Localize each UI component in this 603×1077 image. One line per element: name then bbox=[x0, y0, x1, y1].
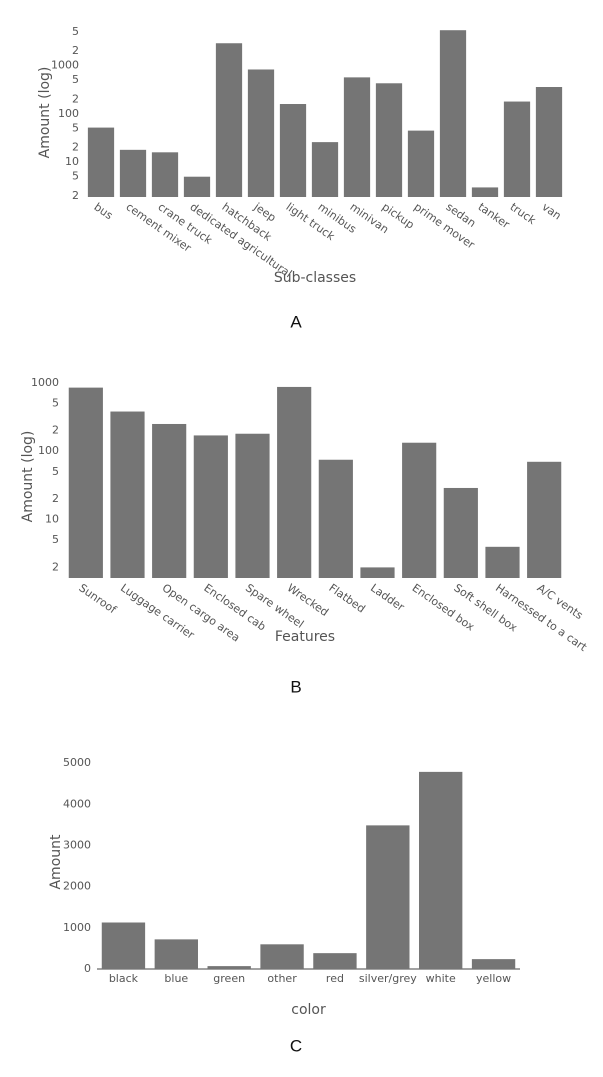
x-tick-label: Luggage carrier bbox=[118, 581, 197, 642]
y-tick-label: 5 bbox=[72, 73, 79, 86]
x-tick-label: Ladder bbox=[368, 581, 407, 614]
y-axis-label: Amount (log) bbox=[20, 431, 36, 523]
y-tick-label: 100 bbox=[38, 444, 59, 457]
bar bbox=[439, 30, 467, 198]
caption: C bbox=[290, 1036, 302, 1055]
x-tick-label: yellow bbox=[476, 972, 511, 985]
y-tick-label: 2 bbox=[52, 560, 59, 573]
bar bbox=[277, 386, 312, 578]
y-tick-label: 5000 bbox=[63, 756, 91, 769]
bar bbox=[485, 546, 520, 578]
bar bbox=[343, 77, 371, 197]
y-tick-label: 2 bbox=[72, 92, 79, 105]
y-tick-label: 5 bbox=[72, 121, 79, 134]
bar bbox=[215, 43, 243, 198]
x-tick-label: truck bbox=[508, 200, 539, 227]
y-tick-label: 2 bbox=[52, 424, 59, 437]
y-axis-label: Amount bbox=[48, 834, 64, 890]
y-tick-label: 5 bbox=[52, 465, 59, 478]
bar bbox=[503, 101, 531, 197]
y-axis-label: Amount (log) bbox=[37, 67, 53, 159]
x-tick-label: other bbox=[267, 972, 297, 985]
bar bbox=[318, 459, 353, 578]
bar bbox=[183, 176, 211, 197]
bar bbox=[419, 771, 463, 969]
y-tick-label: 10 bbox=[45, 513, 59, 526]
bar bbox=[110, 411, 145, 578]
bar bbox=[360, 567, 395, 578]
x-tick-label: white bbox=[426, 972, 456, 985]
y-tick-label: 10 bbox=[65, 155, 79, 168]
y-tick-label: 5 bbox=[52, 396, 59, 409]
caption: B bbox=[290, 677, 301, 696]
y-tick-label: 100 bbox=[58, 107, 79, 120]
bar bbox=[313, 953, 357, 969]
bar bbox=[527, 461, 562, 578]
bar bbox=[443, 487, 478, 578]
x-axis-label: color bbox=[291, 1002, 326, 1018]
y-tick-label: 5 bbox=[72, 170, 79, 183]
bar bbox=[471, 187, 499, 197]
y-tick-label: 2 bbox=[72, 189, 79, 202]
y-tick-label: 5 bbox=[52, 533, 59, 546]
y-tick-label: 3000 bbox=[63, 839, 91, 852]
x-tick-label: blue bbox=[164, 972, 188, 985]
bar bbox=[152, 423, 187, 578]
x-tick-label: bus bbox=[92, 200, 116, 222]
x-tick-label: van bbox=[540, 200, 564, 222]
y-tick-label: 2 bbox=[52, 492, 59, 505]
y-tick-label: 5 bbox=[72, 25, 79, 38]
y-tick-label: 0 bbox=[84, 962, 91, 975]
bar bbox=[193, 435, 228, 578]
x-tick-label: silver/grey bbox=[359, 972, 417, 985]
bar bbox=[151, 152, 179, 197]
bar bbox=[154, 939, 198, 969]
bar bbox=[402, 442, 437, 578]
y-tick-label: 1000 bbox=[51, 59, 79, 72]
x-tick-label: Flatbed bbox=[326, 581, 367, 615]
x-tick-label: Sunroof bbox=[76, 581, 119, 617]
y-tick-label: 2 bbox=[72, 141, 79, 154]
bar bbox=[207, 966, 251, 969]
bar bbox=[471, 959, 516, 969]
y-tick-label: 1000 bbox=[31, 376, 59, 389]
y-tick-label: 2000 bbox=[63, 880, 91, 893]
y-tick-label: 2 bbox=[72, 44, 79, 57]
bar bbox=[68, 387, 103, 578]
bar bbox=[366, 825, 410, 969]
bar bbox=[407, 130, 435, 197]
bar bbox=[235, 433, 270, 578]
bar bbox=[87, 127, 115, 197]
bar bbox=[260, 944, 304, 969]
bar bbox=[101, 922, 146, 969]
x-axis-label: Features bbox=[275, 629, 335, 645]
x-tick-label: black bbox=[109, 972, 139, 985]
x-tick-label: tanker bbox=[476, 200, 513, 231]
x-tick-label: green bbox=[213, 972, 245, 985]
y-tick-label: 1000 bbox=[63, 921, 91, 934]
caption: A bbox=[290, 312, 302, 331]
x-tick-label: red bbox=[326, 972, 344, 985]
bar bbox=[311, 142, 339, 197]
bar bbox=[535, 87, 563, 197]
y-tick-label: 4000 bbox=[63, 797, 91, 810]
bar bbox=[247, 69, 275, 197]
bar bbox=[119, 149, 147, 197]
x-axis-label: Sub-classes bbox=[274, 270, 356, 286]
bar bbox=[375, 83, 403, 197]
bar bbox=[279, 104, 307, 197]
